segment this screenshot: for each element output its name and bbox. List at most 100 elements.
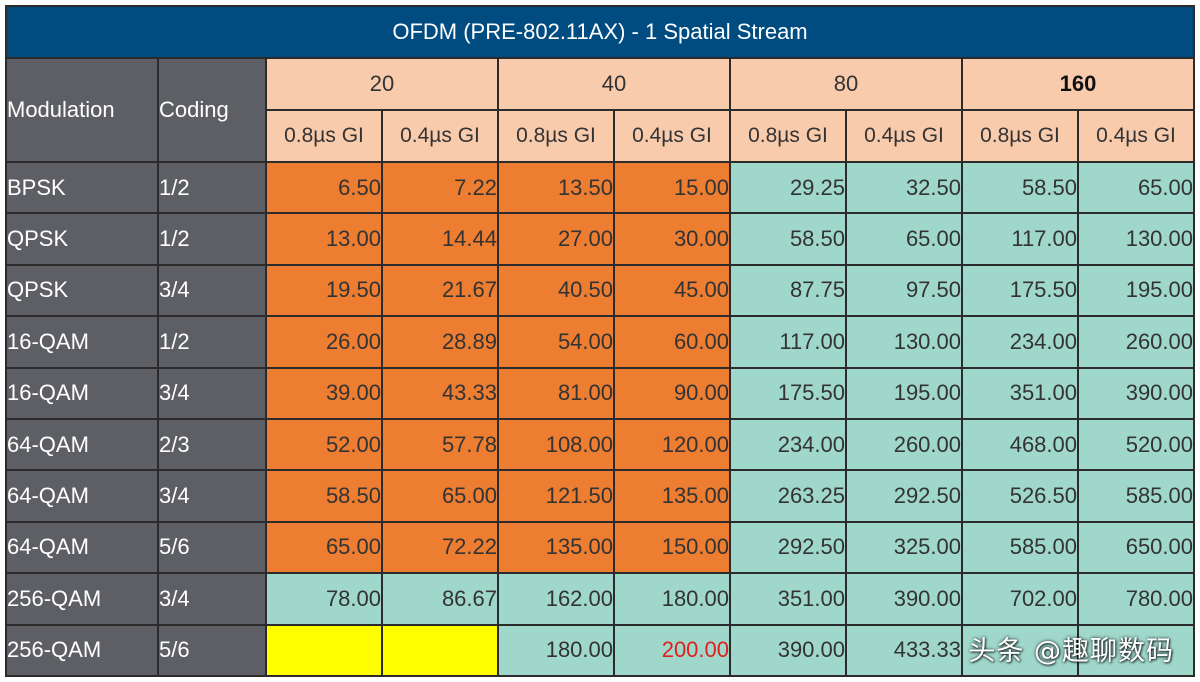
rate-cell: 234.00 [961,315,1079,369]
rate-cell: 390.00 [845,572,963,626]
rate-cell: 65.00 [265,520,383,575]
rate-cell: 52.00 [265,417,383,472]
rate-cell [381,623,499,678]
rate-cell: 28.89 [381,315,499,369]
rate-cell: 21.67 [381,263,499,318]
coding-cell: 3/4 [157,366,267,420]
rate-cell: 390.00 [729,623,847,678]
rate-cell: 234.00 [729,417,847,472]
modulation-cell: 64-QAM [5,417,159,472]
coding-header: Coding [157,57,267,163]
rate-cell: 65.00 [381,469,499,523]
table-row: 16-QAM 1/2 26.00 28.89 54.00 60.00 117.00 130.0… [5,315,1195,369]
rate-cell: 32.50 [845,160,963,215]
rate-cell: 27.00 [497,212,615,266]
coding-cell: 3/4 [157,469,267,523]
modulation-cell: 64-QAM [5,469,159,523]
table-row: 256-QAM 5/6 180.00 200.00 390.00 433.33 [5,623,1195,678]
rate-cell: 180.00 [497,623,615,678]
rate-cell: 263.25 [729,469,847,523]
gi-header: 0.4µs GI [613,109,731,163]
rate-cell: 30.00 [613,212,731,266]
rate-cell: 260.00 [845,417,963,472]
gi-header: 0.8µs GI [265,109,383,163]
rate-cell: 58.50 [265,469,383,523]
coding-cell: 1/2 [157,160,267,215]
rate-cell: 40.50 [497,263,615,318]
rate-cell: 13.50 [497,160,615,215]
rate-cell: 39.00 [265,366,383,420]
bandwidth-160-header: 160 [961,57,1195,111]
rate-cell: 260.00 [1077,315,1195,369]
rate-cell: 180.00 [613,572,731,626]
rate-cell: 325.00 [845,520,963,575]
modulation-cell: 16-QAM [5,315,159,369]
modulation-header: Modulation [5,57,159,163]
table-row: QPSK 3/4 19.50 21.67 40.50 45.00 87.75 97.50 175… [5,263,1195,318]
modulation-cell: 256-QAM [5,572,159,626]
gi-header: 0.4µs GI [381,109,499,163]
rate-cell: 520.00 [1077,417,1195,472]
modulation-cell: 16-QAM [5,366,159,420]
table-row: 64-QAM 2/3 52.00 57.78 108.00 120.00 234.00 260… [5,417,1195,472]
rate-cell: 120.00 [613,417,731,472]
gi-header: 0.8µs GI [729,109,847,163]
rate-cell: 6.50 [265,160,383,215]
rate-cell: 150.00 [613,520,731,575]
table-row: 64-QAM 5/6 65.00 72.22 135.00 150.00 292.50 325… [5,520,1195,575]
rate-cell: 351.00 [729,572,847,626]
rate-cell: 58.50 [729,212,847,266]
modulation-cell: QPSK [5,263,159,318]
rate-cell: 86.67 [381,572,499,626]
rate-cell: 58.50 [961,160,1079,215]
rate-cell: 65.00 [845,212,963,266]
modulation-cell: 256-QAM [5,623,159,678]
bandwidth-80-header: 80 [729,57,963,111]
rate-cell: 81.00 [497,366,615,420]
rate-cell: 702.00 [961,572,1079,626]
rate-cell: 54.00 [497,315,615,369]
rate-cell: 60.00 [613,315,731,369]
rate-cell: 26.00 [265,315,383,369]
rate-cell: 19.50 [265,263,383,318]
rate-cell: 195.00 [1077,263,1195,318]
rate-cell: 29.25 [729,160,847,215]
rate-cell: 7.22 [381,160,499,215]
table-row: 16-QAM 3/4 39.00 43.33 81.00 90.00 175.50 195.0… [5,366,1195,420]
rate-cell: 15.00 [613,160,731,215]
rate-cell: 195.00 [845,366,963,420]
rate-cell: 292.50 [729,520,847,575]
table-row: QPSK 1/2 13.00 14.44 27.00 30.00 58.50 65.00 117… [5,212,1195,266]
rate-cell: 117.00 [729,315,847,369]
coding-cell: 1/2 [157,315,267,369]
rate-cell: 351.00 [961,366,1079,420]
gi-header: 0.8µs GI [497,109,615,163]
rate-cell: 78.00 [265,572,383,626]
table-row: BPSK 1/2 6.50 7.22 13.50 15.00 29.25 32.50 58.50… [5,160,1195,215]
table-row: 64-QAM 3/4 58.50 65.00 121.50 135.00 263.25 292… [5,469,1195,523]
rate-cell: 117.00 [961,212,1079,266]
rate-cell [1077,623,1195,678]
modulation-cell: QPSK [5,212,159,266]
coding-cell: 2/3 [157,417,267,472]
rate-cell: 87.75 [729,263,847,318]
rate-cell: 130.00 [1077,212,1195,266]
table-row: 256-QAM 3/4 78.00 86.67 162.00 180.00 351.00 39… [5,572,1195,626]
rate-cell: 468.00 [961,417,1079,472]
rate-cell: 108.00 [497,417,615,472]
rate-cell: 13.00 [265,212,383,266]
bandwidth-40-header: 40 [497,57,731,111]
gi-header: 0.4µs GI [845,109,963,163]
coding-cell: 1/2 [157,212,267,266]
modulation-cell: BPSK [5,160,159,215]
gi-header: 0.4µs GI [1077,109,1195,163]
data-rate-table: OFDM (PRE-802.11AX) - 1 Spatial Stream M… [5,5,1195,678]
rate-cell: 72.22 [381,520,499,575]
rate-cell: 390.00 [1077,366,1195,420]
rate-cell: 121.50 [497,469,615,523]
rate-cell: 65.00 [1077,160,1195,215]
rate-cell: 292.50 [845,469,963,523]
modulation-cell: 64-QAM [5,520,159,575]
bandwidth-20-header: 20 [265,57,499,111]
watermark: 头条 @趣聊数码 [968,636,1174,667]
